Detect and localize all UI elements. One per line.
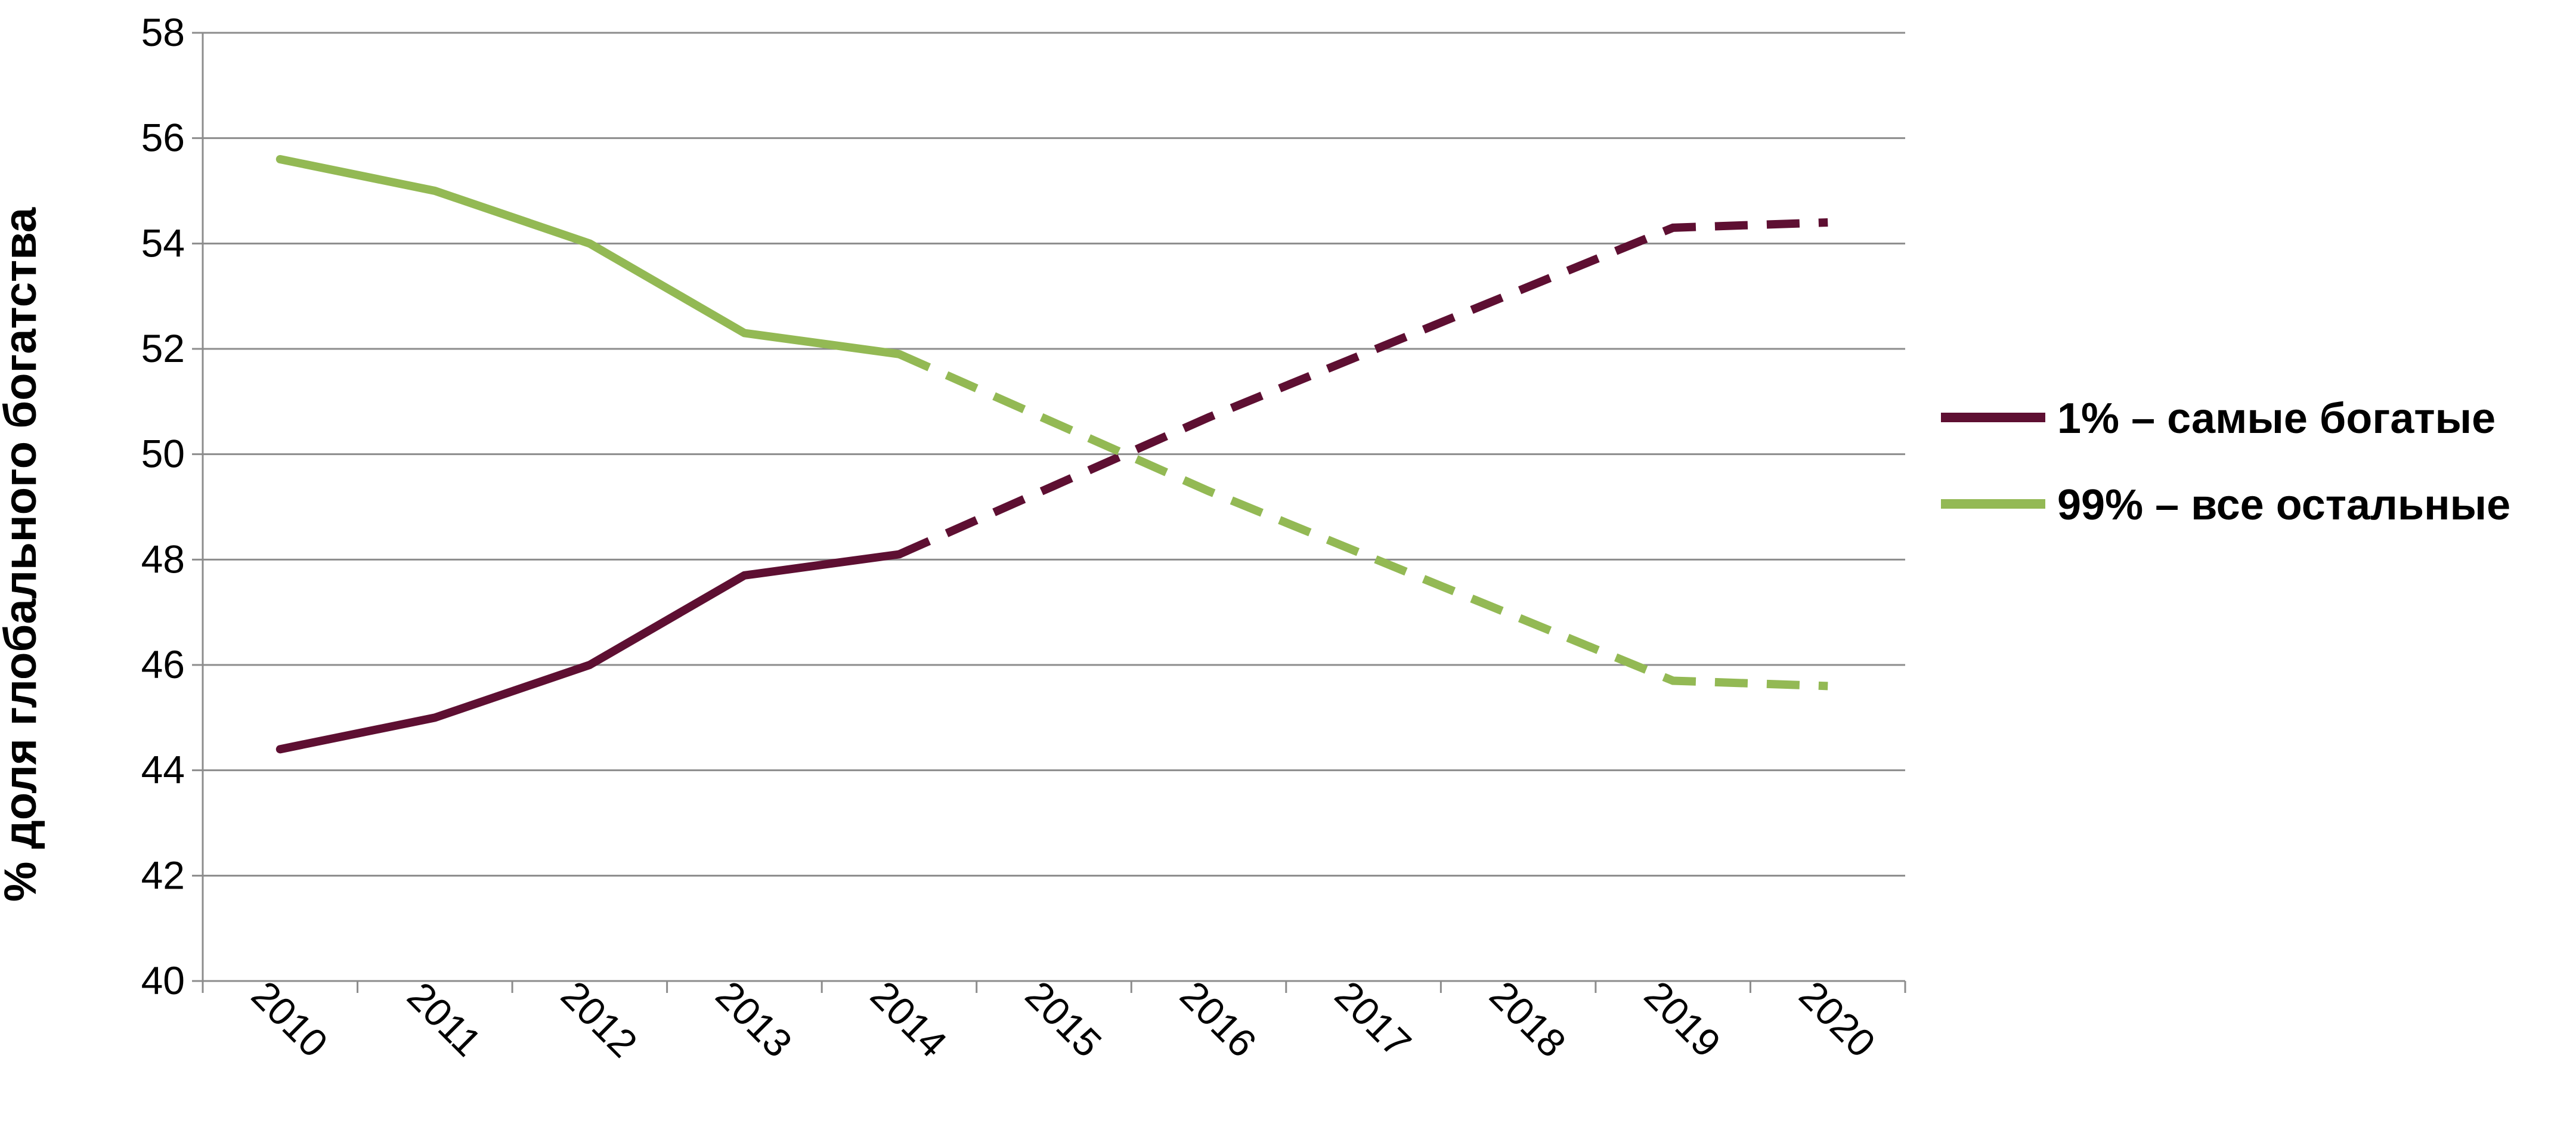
y-tick-label-40: 40 bbox=[141, 958, 185, 1002]
x-tick-label-2018: 2018 bbox=[1481, 973, 1574, 1066]
x-tick-labels: 2010 2011 2012 2013 2014 2015 2016 2017 2018 2019… bbox=[243, 973, 1884, 1066]
series-0-actual-line bbox=[275, 550, 903, 754]
x-tick-label-2010: 2010 bbox=[243, 973, 336, 1066]
series-0-projected-line bbox=[897, 218, 1828, 558]
series-1-projected-line bbox=[897, 350, 1828, 691]
x-tick-label-2017: 2017 bbox=[1327, 973, 1420, 1066]
grid-lines bbox=[192, 32, 1905, 982]
x-tick-label-2012: 2012 bbox=[553, 973, 646, 1066]
x-tick-label-2013: 2013 bbox=[708, 973, 801, 1066]
y-tick-label-56: 56 bbox=[141, 116, 185, 160]
legend: 1% – самые богатые 99% – все остальные bbox=[1941, 395, 2510, 529]
series-lines bbox=[275, 155, 1828, 754]
y-tick-label-50: 50 bbox=[141, 432, 185, 476]
x-tick-label-2016: 2016 bbox=[1172, 973, 1265, 1066]
x-tick-label-2019: 2019 bbox=[1636, 973, 1729, 1066]
y-tick-label-42: 42 bbox=[141, 853, 185, 897]
y-tick-label-48: 48 bbox=[141, 537, 185, 581]
y-tick-label-46: 46 bbox=[141, 642, 185, 686]
x-tick-label-2015: 2015 bbox=[1017, 973, 1110, 1066]
x-tick-label-2014: 2014 bbox=[862, 973, 955, 1066]
y-tick-label-58: 58 bbox=[141, 10, 185, 54]
legend-label-0: 1% – самые богатые bbox=[2057, 395, 2496, 442]
x-tick-label-2011: 2011 bbox=[399, 973, 490, 1064]
y-axis-label: % доля глобального богатства bbox=[0, 207, 46, 902]
legend-label-1: 99% – все остальные bbox=[2057, 481, 2510, 529]
series-1-actual-line bbox=[275, 155, 903, 358]
y-tick-label-54: 54 bbox=[141, 221, 185, 265]
y-tick-label-44: 44 bbox=[141, 748, 185, 792]
axes bbox=[202, 33, 1906, 993]
y-tick-labels: 40 42 44 46 48 50 52 54 56 58 bbox=[141, 10, 185, 1002]
x-tick-label-2020: 2020 bbox=[1791, 973, 1884, 1066]
y-tick-label-52: 52 bbox=[141, 326, 185, 370]
